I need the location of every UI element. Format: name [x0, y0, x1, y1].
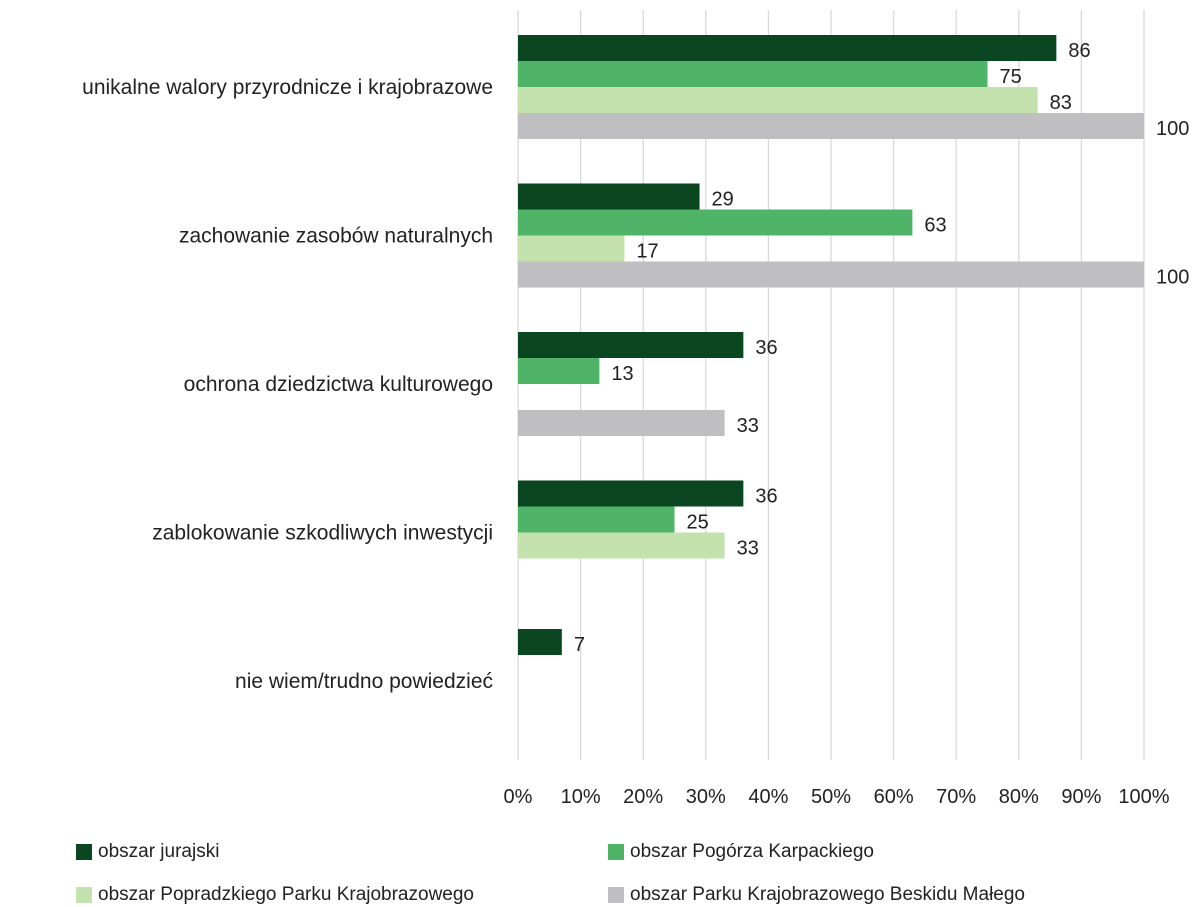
data-label: 33 [737, 415, 759, 437]
data-label: 17 [636, 241, 658, 263]
bar [518, 87, 1038, 113]
bar [518, 506, 675, 533]
bar [518, 209, 913, 236]
bar [518, 61, 988, 87]
bar [518, 35, 1057, 61]
bar [518, 532, 725, 559]
x-tick-label: 10% [561, 786, 601, 808]
bar-series [518, 35, 1144, 655]
data-labels: 86 75 83 100 29 63 17 100 36 13 33 36 25 33 7 [574, 40, 1190, 656]
bar [518, 113, 1144, 139]
data-label: 83 [1050, 92, 1072, 114]
data-label: 33 [737, 538, 759, 560]
bar [518, 410, 725, 436]
data-label: 7 [574, 634, 585, 656]
bar [518, 183, 700, 210]
data-label: 86 [1068, 40, 1090, 62]
data-label: 100 [1156, 118, 1189, 140]
bar [518, 358, 600, 384]
x-tick-label: 20% [623, 786, 663, 808]
x-tick-labels: 0% 10% 20% 30% 40% 50% 60% 70% 80% 90% 100% [504, 786, 1170, 808]
x-tick-label: 100% [1118, 786, 1169, 808]
category-label: unikalne walory przyrodnicze i krajobraz… [82, 76, 493, 99]
data-label: 63 [924, 215, 946, 237]
bar [518, 235, 625, 262]
category-label: ochrona dziedzictwa kulturowego [184, 373, 493, 396]
data-label: 100 [1156, 267, 1189, 289]
category-labels: unikalne walory przyrodnicze i krajobraz… [82, 76, 493, 693]
bar [518, 480, 744, 507]
category-label: zablokowanie szkodliwych inwestycji [152, 522, 493, 545]
x-tick-label: 60% [874, 786, 914, 808]
x-tick-label: 90% [1061, 786, 1101, 808]
data-label: 75 [1000, 66, 1022, 88]
data-label: 25 [687, 512, 709, 534]
x-tick-label: 40% [748, 786, 788, 808]
x-tick-label: 70% [936, 786, 976, 808]
data-label: 29 [712, 189, 734, 211]
category-label: zachowanie zasobów naturalnych [179, 225, 493, 248]
bar [518, 261, 1144, 288]
x-tick-label: 30% [686, 786, 726, 808]
data-label: 36 [755, 337, 777, 359]
bar [518, 629, 562, 655]
x-tick-label: 0% [504, 786, 533, 808]
data-label: 13 [611, 363, 633, 385]
data-label: 36 [755, 486, 777, 508]
category-label: nie wiem/trudno powiedzieć [235, 670, 493, 693]
x-tick-label: 80% [999, 786, 1039, 808]
x-tick-label: 50% [811, 786, 851, 808]
bar [518, 332, 744, 358]
